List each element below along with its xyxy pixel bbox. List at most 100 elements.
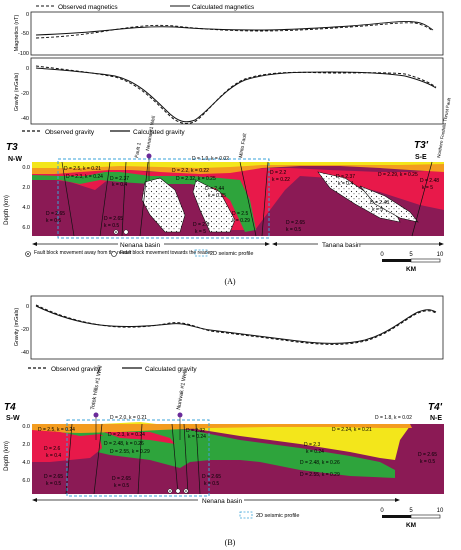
well-marker <box>146 153 152 180</box>
body-labels-b: D = 2.0, k = 0.21 D = 1.8, k = 0.02 D = … <box>38 415 437 489</box>
body-label: D = 2.48, k = 0.26 <box>104 441 144 447</box>
caption-b: (B) <box>225 538 236 547</box>
cross-section-b <box>32 412 444 497</box>
scale-tick: 0 <box>380 508 384 514</box>
body-label: D = 2.65 <box>418 452 437 458</box>
section-end-name: T3' <box>414 140 429 151</box>
body-label: D = 2.3, k = 0.24 <box>66 174 103 180</box>
scale-bar-b: 0 5 10 KM <box>380 508 444 529</box>
depth-axis-b: Depth (km) 0.0 2.0 4.0 6.0 <box>4 424 30 484</box>
depth-tick: 0.0 <box>22 165 30 171</box>
body-label: D = 1.8, k = 0.02 <box>375 415 412 421</box>
intrusion-body <box>359 185 419 223</box>
green-layer <box>32 172 256 232</box>
body-label: D = 2.48 <box>420 178 439 184</box>
legend-towards-label: Fault block movement towards the reader <box>120 250 212 256</box>
legend-towards-text: Fault block movement towards the reader <box>120 250 212 256</box>
gravity-tick: 0 <box>26 304 29 310</box>
intrusion-body <box>141 177 186 233</box>
legend-observed-gravity: Observed gravity <box>45 129 95 136</box>
seismic-profile-box <box>66 419 210 497</box>
body-label: D = 2.48, k = 0.26 <box>300 460 340 466</box>
body-label: D = 2.2 <box>270 170 286 176</box>
depth-tick: 6.0 <box>22 225 30 231</box>
magnetics-plot: Magnetics (nT) 0 -50 -100 <box>14 11 444 57</box>
panel-a: Observed magnetics Calculated magnetics … <box>4 4 452 286</box>
body-label: D = 2.65 <box>104 216 123 222</box>
body-label: D = 2.37 <box>110 176 129 182</box>
orange-layer <box>32 424 412 433</box>
intrusion-body <box>317 171 401 223</box>
body-label: D = 2.29, k = 0.25 <box>378 172 418 178</box>
depth-axis-a: Depth (km) 0.0 2.0 4.0 6.0 <box>4 165 30 231</box>
body-label: k = 0.5 <box>420 459 435 465</box>
body-label: k = 0.24 <box>188 434 206 440</box>
observed-gravity-curve <box>35 65 437 124</box>
scale-unit: KM <box>406 266 416 273</box>
minto-fault-label: Minto Fault <box>238 132 248 158</box>
body-label: D = 2.65 <box>286 220 305 226</box>
body-labels-a: D = 2.5, k = 0.21 D = 2.3, k = 0.24 D = … <box>46 156 439 235</box>
body-label: k = 0.4 <box>112 182 127 188</box>
body-label: k = 0.5 <box>46 218 61 224</box>
legend-b: 2D seismic profile <box>239 511 299 519</box>
depth-tick: 4.0 <box>22 460 30 466</box>
fault-1-label: Fault 1 <box>134 142 143 158</box>
body-label: D = 2.2, k = 0.22 <box>172 168 209 174</box>
legend-away-text: Fault block movement away from the reade… <box>34 250 132 256</box>
panel-b: Gravity (mGals) 0 -20 -40 Observed gravi… <box>4 295 444 547</box>
body-label: D = 1.9, k = 0.02 <box>192 156 229 162</box>
section-start-direction: N-W <box>8 156 22 163</box>
magnetics-tick: -100 <box>18 51 29 57</box>
fault-movement-markers <box>167 488 189 494</box>
scale-tick: 10 <box>437 252 444 258</box>
gravity-tick: -20 <box>21 91 29 97</box>
body-label: D = 2.3, k = 0.24 <box>108 432 145 438</box>
body-label: D = 2.24, k = 0.21 <box>332 427 372 433</box>
depth-tick: 2.0 <box>22 442 30 448</box>
legend-calculated-gravity: Calculated gravity <box>133 129 185 136</box>
nunivak-well-label: Nunivak #1 Well <box>176 370 189 410</box>
depth-tick: 0.0 <box>22 424 30 430</box>
gravity-plot-a: Gravity (mGals) 0 -20 -40 <box>14 57 444 125</box>
body-label: D = 2.8 <box>193 222 209 228</box>
legend-seismic-label: 2D seismic profile <box>256 513 299 519</box>
body-label: k = 0.24 <box>306 449 324 455</box>
body-label: k = 0.4 <box>338 181 353 187</box>
nenana-basin-label: Nenana basin <box>120 242 160 249</box>
section-end-name: T4' <box>428 402 443 413</box>
caption-a: (A) <box>224 277 235 286</box>
intrusion-body <box>192 179 236 233</box>
body-label: D = 2.37 <box>336 174 355 180</box>
body-label: D = 2.5 <box>232 211 248 217</box>
body-label: D = 2.48 <box>370 200 389 206</box>
depth-axis-label: Depth (km) <box>4 441 10 471</box>
body-label: D = 2.55, k = 0.29 <box>110 449 150 455</box>
scale-tick: 5 <box>409 252 413 258</box>
tanana-basin-label: Tanana basin <box>322 242 361 249</box>
body-label: k = 5 <box>195 229 206 235</box>
fault-lines <box>65 423 201 495</box>
basin-arrows-b: Nenana basin <box>32 498 400 505</box>
depth-tick: 2.0 <box>22 185 30 191</box>
scale-tick: 0 <box>380 252 384 258</box>
depth-axis-label: Depth (km) <box>4 195 10 225</box>
well-marker <box>93 412 183 440</box>
body-label: k = 0.4 <box>46 453 61 459</box>
body-label: k = 0.5 <box>114 483 129 489</box>
gravity-legend-a: Observed gravity Calculated gravity <box>22 129 185 136</box>
gravity-tick: -20 <box>21 327 29 333</box>
body-label: D = 2.6 <box>44 446 60 452</box>
legend-seismic-label: 2D seismic profile <box>210 251 253 257</box>
scale-bar-a: 0 5 10 KM <box>380 252 444 273</box>
scale-tick: 5 <box>409 508 413 514</box>
body-label: D = 2.3 <box>304 442 320 448</box>
nenana-basin-label: Nenana basin <box>202 498 242 505</box>
body-label: k = 0.25 <box>208 193 226 199</box>
body-label: D = 2.5, k = 0.24 <box>38 427 75 433</box>
body-label: k = 5 <box>422 185 433 191</box>
body-label: k = 0.5 <box>104 223 119 229</box>
body-label: k = 0.5 <box>286 227 301 233</box>
section-start-name: T4 <box>4 402 16 413</box>
magnetics-tick: -50 <box>21 31 29 37</box>
